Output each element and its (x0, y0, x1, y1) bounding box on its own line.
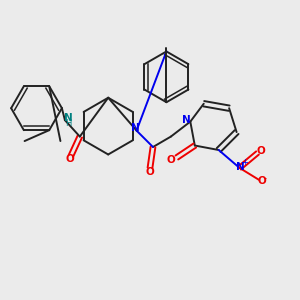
Text: O: O (146, 167, 154, 177)
Text: O: O (167, 155, 175, 165)
Text: +: + (241, 158, 248, 167)
Text: N: N (182, 115, 191, 125)
Text: O: O (66, 154, 74, 164)
Text: O: O (257, 146, 266, 157)
Text: N: N (236, 162, 245, 172)
Text: O: O (258, 176, 266, 186)
Text: N: N (131, 123, 140, 133)
Text: H: H (65, 119, 71, 128)
Text: -: - (264, 174, 267, 183)
Text: N: N (64, 113, 72, 123)
